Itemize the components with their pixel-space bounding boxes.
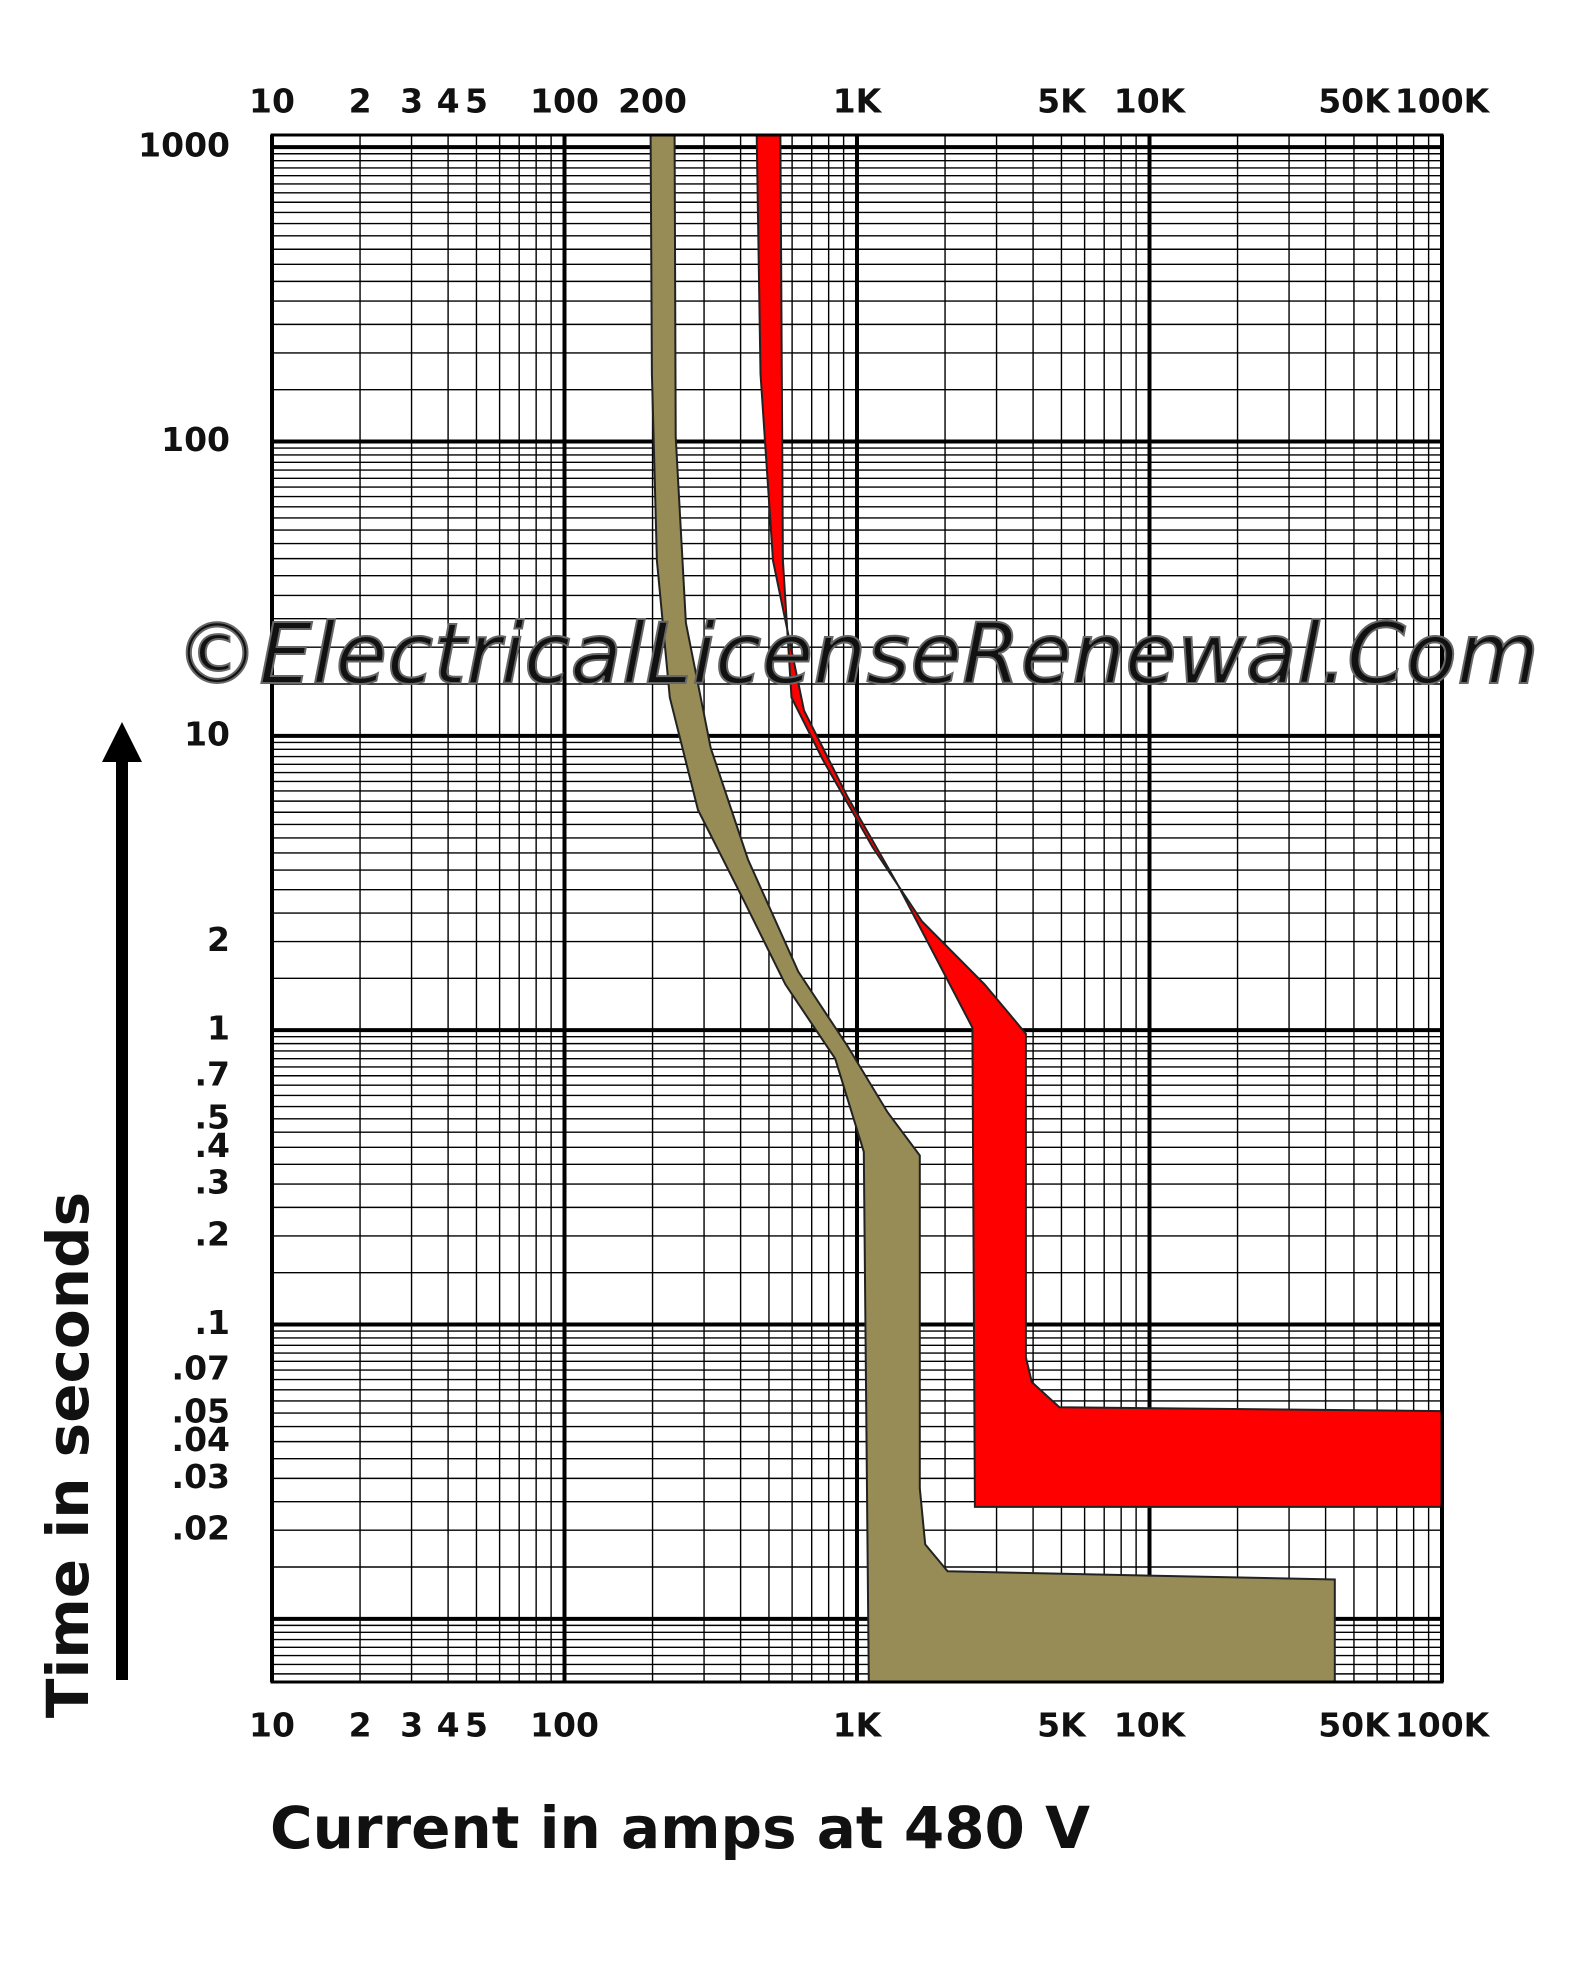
x-tick-label: 100K	[1395, 1706, 1491, 1745]
x2-tick-label: 50K	[1318, 82, 1391, 121]
y-tick-label: .04	[172, 1420, 230, 1459]
y-tick-label: .05	[172, 1392, 230, 1431]
x2-tick-label: 5K	[1037, 82, 1087, 121]
y-tick-label: 1	[207, 1009, 230, 1048]
x2-tick-label: 5	[465, 82, 488, 121]
y-tick-label: .07	[172, 1349, 230, 1388]
y-tick-label: 100	[161, 420, 230, 459]
y-axis-title: Time in seconds	[34, 1192, 102, 1718]
band	[649, 134, 1336, 1683]
y-tick-label: .03	[172, 1457, 230, 1496]
x2-tick-label: 100	[530, 82, 599, 121]
x-tick-label: 100	[530, 1706, 599, 1745]
y-tick-label: .02	[172, 1509, 230, 1548]
x-tick-label: 4	[437, 1706, 460, 1745]
x-tick-label: 5	[465, 1706, 488, 1745]
y-tick-label: .3	[195, 1163, 231, 1202]
watermark: ©ElectricalLicenseRenewal.Com	[175, 605, 1539, 703]
x2-tick-label: 100K	[1395, 82, 1491, 121]
x-tick-label: 50K	[1318, 1706, 1391, 1745]
y-tick-label: .5	[195, 1097, 231, 1136]
x2-tick-label: 3	[400, 82, 423, 121]
x-tick-label: 1K	[833, 1706, 883, 1745]
y-tick-label: .2	[195, 1214, 231, 1253]
y-tick-label: .1	[195, 1303, 231, 1342]
x-tick-label: 3	[400, 1706, 423, 1745]
plot-frame	[270, 133, 1444, 1684]
y-tick-label: .7	[195, 1054, 231, 1093]
bands	[649, 134, 1443, 1683]
x2-tick-label: 4	[437, 82, 460, 121]
x-tick-label: 10	[249, 1706, 295, 1745]
y-tick-label: 10	[184, 714, 230, 753]
y-arrow-head	[102, 722, 142, 762]
x-axis-title: Current in amps at 480 V	[270, 1794, 1090, 1862]
x2-tick-label: 10K	[1114, 82, 1187, 121]
x2-tick-label: 2	[349, 82, 372, 121]
x-tick-label: 5K	[1037, 1706, 1087, 1745]
x2-tick-label: 200	[618, 82, 687, 121]
x2-tick-label: 10	[249, 82, 295, 121]
y-tick-label: .4	[195, 1126, 231, 1165]
band	[755, 134, 1443, 1508]
x2-tick-label: 1K	[833, 82, 883, 121]
x-tick-label: 10K	[1114, 1706, 1187, 1745]
y-tick-label: 1000	[138, 126, 230, 165]
x-tick-label: 2	[349, 1706, 372, 1745]
y-tick-label: 2	[207, 920, 230, 959]
